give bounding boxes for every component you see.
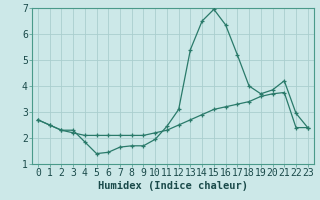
- X-axis label: Humidex (Indice chaleur): Humidex (Indice chaleur): [98, 181, 248, 191]
